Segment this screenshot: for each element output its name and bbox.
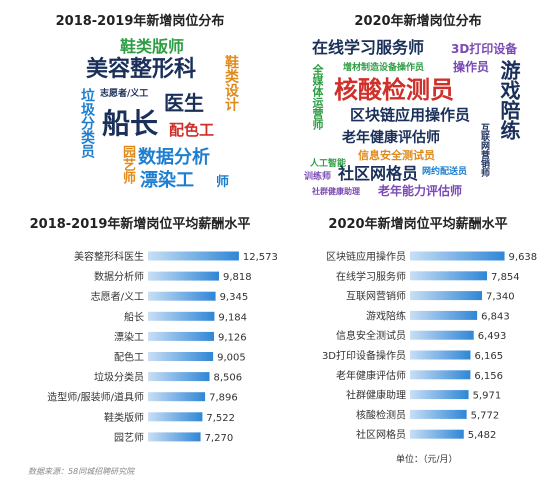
bar bbox=[410, 310, 478, 320]
cloud-word: 社群健康助理 bbox=[312, 187, 360, 196]
bar bbox=[410, 350, 471, 360]
category-label: 数据分析师 bbox=[94, 270, 144, 283]
right-cloud-title: 2020年新增岗位分布 bbox=[354, 14, 482, 29]
cloud-word: 美容整形科 bbox=[86, 57, 197, 82]
category-label: 园艺师 bbox=[114, 431, 144, 444]
cloud-word: 师 bbox=[216, 175, 230, 190]
cloud-word: 老年健康评估师 bbox=[342, 130, 440, 146]
cloud-word: 船长 bbox=[102, 107, 159, 140]
bar bbox=[410, 330, 474, 340]
value-label: 5,971 bbox=[473, 391, 502, 402]
value-label: 9,126 bbox=[218, 332, 247, 343]
category-label: 社区网格员 bbox=[356, 428, 406, 441]
category-label: 信息安全测试员 bbox=[336, 329, 406, 342]
left-cloud-title: 2018-2019年新增岗位分布 bbox=[55, 14, 225, 29]
category-label: 在线学习服务师 bbox=[336, 270, 406, 283]
left-bar-chart-title: 2018-2019年新增岗位平均薪酬水平 bbox=[29, 217, 251, 232]
category-label: 造型师/服装师/道具师 bbox=[47, 391, 144, 404]
value-label: 12,573 bbox=[243, 252, 278, 263]
cloud-word: 信息安全测试员 bbox=[358, 149, 435, 162]
cloud-word: 医生 bbox=[164, 91, 204, 115]
value-label: 9,638 bbox=[509, 252, 538, 263]
cloud-word: 人工智能 bbox=[310, 159, 347, 169]
value-label: 6,156 bbox=[474, 371, 503, 382]
value-label: 7,270 bbox=[205, 433, 234, 444]
category-label: 社群健康助理 bbox=[346, 389, 406, 402]
category-label: 区块链应用操作员 bbox=[326, 250, 406, 263]
bar bbox=[410, 271, 488, 281]
bar bbox=[410, 251, 505, 261]
cloud-word: 鞋类设计 bbox=[223, 55, 239, 111]
cloud-word: 网约配送员 bbox=[422, 167, 468, 177]
category-label: 老年健康评估师 bbox=[336, 369, 406, 382]
bar bbox=[410, 370, 471, 380]
bar bbox=[148, 432, 201, 442]
value-label: 5,482 bbox=[468, 430, 497, 441]
value-label: 6,843 bbox=[481, 311, 510, 322]
value-label: 9,818 bbox=[223, 272, 252, 283]
value-label: 6,493 bbox=[478, 331, 507, 342]
bar bbox=[148, 392, 206, 402]
value-label: 7,522 bbox=[206, 413, 235, 424]
category-label: 游戏陪练 bbox=[366, 309, 406, 322]
source-note: 数据来源：58同城招聘研究院 bbox=[28, 467, 135, 476]
category-label: 垃圾分类员 bbox=[94, 371, 144, 384]
cloud-word: 志愿者/义工 bbox=[100, 89, 149, 99]
bar bbox=[148, 412, 203, 422]
value-label: 9,184 bbox=[218, 312, 247, 323]
right-word-cloud: 在线学习服务师 3D打印设备 增材制造设备操作员 操作员 全媒体运营师 核酸检测… bbox=[278, 0, 557, 210]
bar bbox=[410, 390, 469, 400]
cloud-word: 增材制造设备操作员 bbox=[343, 63, 425, 73]
cloud-word: 核酸检测员 bbox=[334, 76, 454, 104]
category-label: 美容整形科医生 bbox=[74, 250, 144, 263]
cloud-word: 社区网格员 bbox=[338, 164, 419, 183]
right-bar-chart-title: 2020年新增岗位平均薪酬水平 bbox=[328, 217, 508, 232]
cloud-word: 园艺师 bbox=[120, 145, 135, 184]
value-label: 7,896 bbox=[209, 393, 238, 404]
cloud-word: 操作员 bbox=[453, 60, 490, 74]
cloud-word: 游戏陪练 bbox=[497, 60, 521, 140]
bar bbox=[148, 331, 214, 341]
value-label: 8,506 bbox=[214, 373, 243, 384]
cloud-word: 漂染工 bbox=[140, 170, 194, 191]
cloud-word: 区块链应用操作员 bbox=[350, 106, 471, 124]
category-label: 核酸检测员 bbox=[356, 408, 406, 421]
category-label: 船长 bbox=[124, 310, 144, 323]
bar bbox=[148, 271, 219, 281]
value-label: 7,854 bbox=[491, 272, 520, 283]
cloud-word: 数据分析 bbox=[138, 147, 210, 168]
value-label: 6,165 bbox=[474, 351, 503, 362]
category-label: 3D打印设备操作员 bbox=[322, 349, 406, 362]
bar bbox=[148, 352, 214, 361]
category-label: 配色工 bbox=[114, 351, 144, 364]
bar bbox=[410, 291, 483, 301]
bar bbox=[410, 429, 464, 439]
cloud-word: 鞋类版师 bbox=[120, 37, 185, 56]
value-label: 9,005 bbox=[217, 353, 246, 364]
cloud-word: 全媒体运营师 bbox=[311, 64, 324, 130]
unit-label: 单位：（元/月） bbox=[396, 455, 458, 465]
cloud-word: 配色工 bbox=[169, 121, 215, 139]
value-label: 5,772 bbox=[471, 410, 500, 421]
value-label: 9,345 bbox=[220, 292, 249, 303]
category-label: 互联网营销师 bbox=[346, 290, 406, 303]
bar bbox=[410, 409, 467, 419]
category-label: 漂染工 bbox=[114, 330, 144, 343]
category-label: 志愿者/义工 bbox=[91, 290, 144, 303]
bar bbox=[148, 291, 216, 301]
bar bbox=[148, 251, 239, 261]
cloud-word: 垃圾分类员 bbox=[79, 88, 95, 158]
cloud-word: 3D打印设备 bbox=[451, 42, 518, 56]
cloud-word: 老年能力评估师 bbox=[378, 184, 463, 198]
bar bbox=[148, 311, 215, 321]
left-bar-chart: 美容整形科医生 12,573 数据分析师 9,818 志愿者/义工 9,345 船长 9,18… bbox=[47, 250, 278, 444]
right-bar-chart: 区块链应用操作员 9,638 在线学习服务师 7,854 互联网营销师 7,340 游戏陪练… bbox=[322, 250, 538, 441]
bar bbox=[148, 372, 210, 382]
value-label: 7,340 bbox=[486, 292, 515, 303]
cloud-word: 互联网营销师 bbox=[479, 123, 489, 177]
cloud-word: 训练师 bbox=[304, 172, 332, 182]
left-word-cloud: 鞋类版师 美容整形科 鞋类设计 志愿者/义工 医生 垃圾分类员 船长 配色工 园… bbox=[0, 0, 278, 210]
cloud-word: 在线学习服务师 bbox=[312, 38, 425, 57]
category-label: 鞋类版师 bbox=[104, 411, 144, 424]
